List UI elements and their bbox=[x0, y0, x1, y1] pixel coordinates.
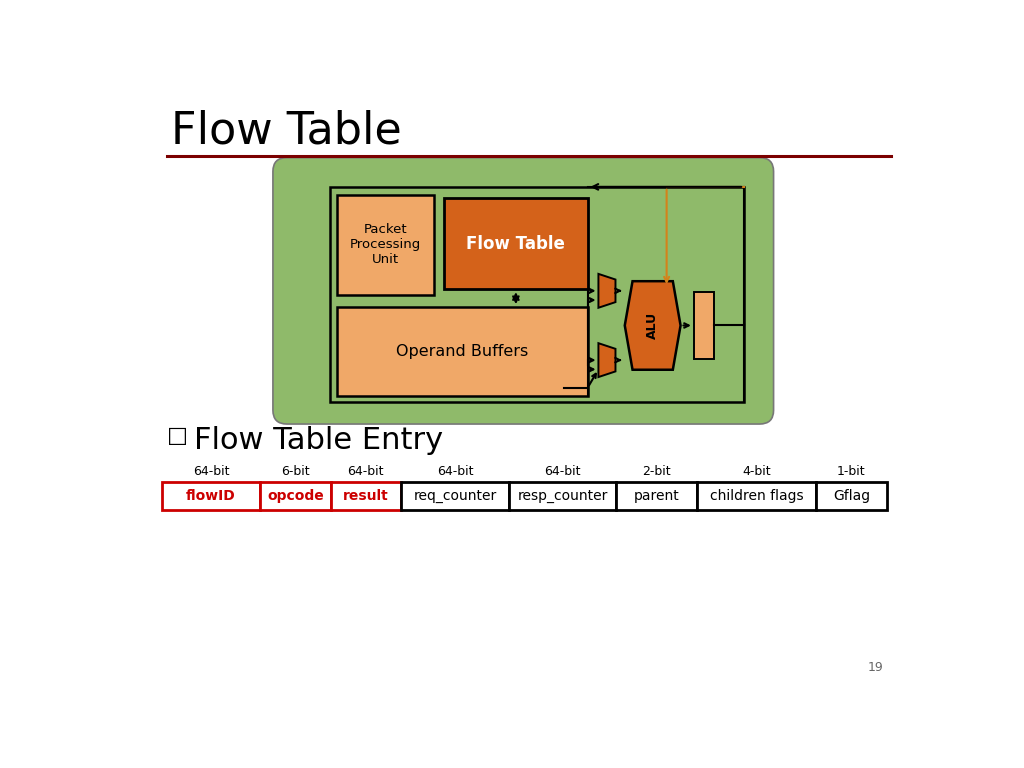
Text: req_counter: req_counter bbox=[414, 488, 497, 502]
Text: resp_counter: resp_counter bbox=[517, 488, 608, 502]
Text: 4-bit: 4-bit bbox=[742, 465, 771, 478]
Bar bbox=[444, 198, 588, 290]
Bar bbox=[816, 482, 887, 509]
Text: opcode: opcode bbox=[267, 488, 324, 502]
Bar bbox=[696, 482, 816, 509]
Text: Operand Buffers: Operand Buffers bbox=[396, 344, 528, 359]
Text: 64-bit: 64-bit bbox=[436, 465, 473, 478]
Text: 64-bit: 64-bit bbox=[545, 465, 581, 478]
Text: 64-bit: 64-bit bbox=[193, 465, 229, 478]
Bar bbox=[337, 307, 588, 396]
Text: 19: 19 bbox=[868, 661, 884, 674]
Bar bbox=[331, 482, 401, 509]
Text: children flags: children flags bbox=[710, 488, 803, 502]
Text: Packet
Processing
Unit: Packet Processing Unit bbox=[350, 223, 421, 266]
Text: □: □ bbox=[167, 425, 187, 445]
Bar bbox=[330, 187, 744, 402]
Text: 6-bit: 6-bit bbox=[281, 465, 309, 478]
Bar bbox=[337, 194, 434, 295]
Text: ALU: ALU bbox=[646, 312, 659, 339]
Text: flowID: flowID bbox=[186, 488, 236, 502]
Bar bbox=[693, 293, 714, 359]
Text: Flow Table: Flow Table bbox=[467, 235, 565, 253]
Bar bbox=[162, 482, 260, 509]
Bar bbox=[260, 482, 331, 509]
Text: 1-bit: 1-bit bbox=[838, 465, 865, 478]
Bar bbox=[401, 482, 509, 509]
Text: Flow Table Entry: Flow Table Entry bbox=[194, 425, 443, 455]
Polygon shape bbox=[598, 274, 615, 308]
Text: Flow Table: Flow Table bbox=[171, 110, 401, 153]
Text: 2-bit: 2-bit bbox=[642, 465, 671, 478]
Polygon shape bbox=[598, 343, 615, 377]
Text: result: result bbox=[343, 488, 389, 502]
Text: parent: parent bbox=[634, 488, 680, 502]
FancyBboxPatch shape bbox=[273, 157, 773, 424]
Text: Gflag: Gflag bbox=[833, 488, 870, 502]
Text: 64-bit: 64-bit bbox=[347, 465, 384, 478]
Bar bbox=[509, 482, 616, 509]
Bar bbox=[616, 482, 696, 509]
Polygon shape bbox=[625, 281, 681, 369]
